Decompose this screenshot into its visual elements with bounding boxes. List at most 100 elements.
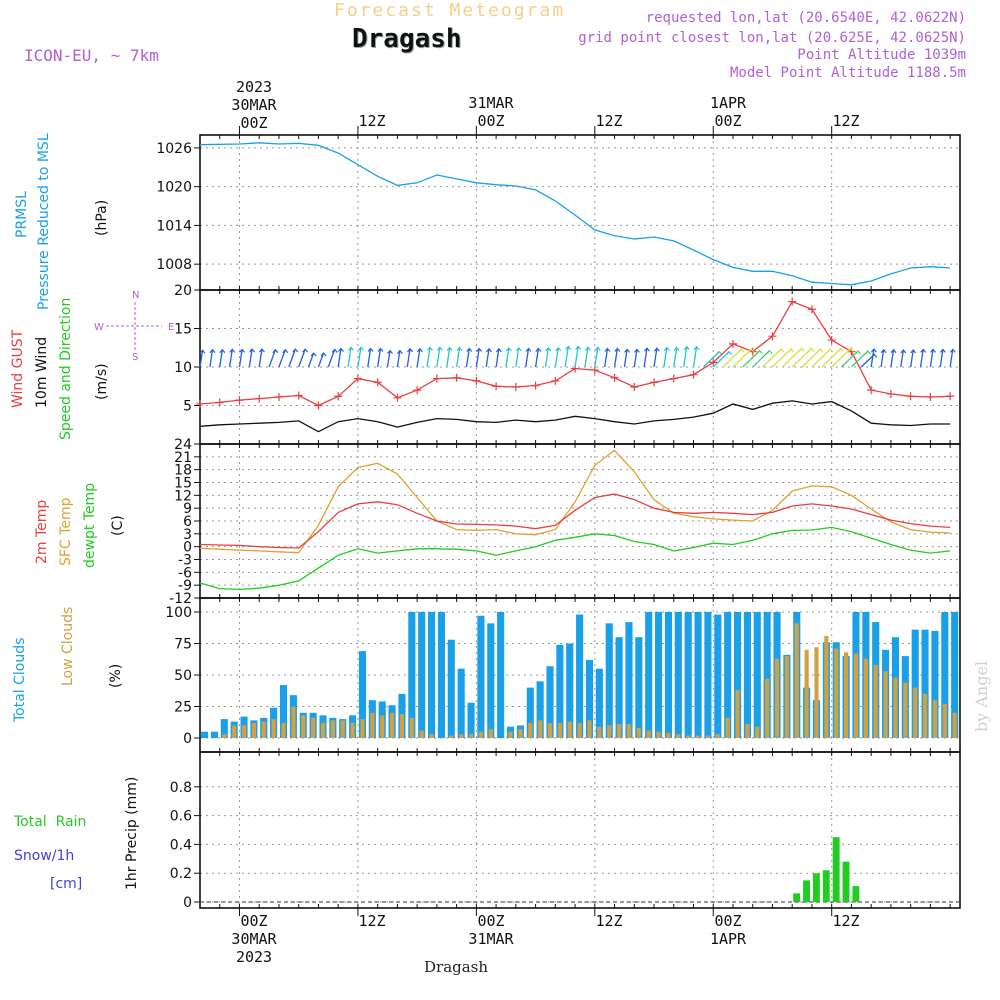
y-tick-label: 21: [174, 450, 192, 466]
y-tick-label: 0.4: [170, 837, 192, 853]
wind-arrow: [663, 347, 668, 368]
wind-arrow: [929, 349, 934, 368]
gust-marker: [235, 396, 244, 405]
y-tick-label: 50: [174, 668, 192, 684]
total-cloud-bar: [279, 685, 288, 738]
rain-bar: [822, 870, 830, 902]
footer-location: Dragash: [424, 958, 489, 976]
wind-arrowhead: [357, 346, 364, 351]
low-cloud-bar: [281, 722, 286, 738]
low-cloud-bar: [735, 690, 740, 738]
gust-marker: [393, 393, 402, 402]
wind-arrowhead: [837, 347, 844, 352]
temp-label-sfc: SFC Temp: [58, 497, 74, 566]
wind-arrowhead: [855, 350, 861, 355]
wind-arrow: [633, 349, 638, 368]
low-cloud-bar: [853, 653, 859, 738]
y-tick-label: 1014: [156, 218, 192, 234]
wind-arrow: [544, 347, 549, 368]
wind-arrow: [219, 349, 223, 368]
y-tick-label: 9: [183, 501, 192, 517]
low-cloud-bar: [626, 724, 632, 738]
pressure-labels: PRMSL Pressure Reduced to MSL (hPa): [14, 133, 110, 310]
wind-arrowhead: [456, 346, 463, 352]
low-cloud-bar: [676, 734, 681, 738]
wind-arrow: [307, 352, 315, 368]
wind-arrowhead: [555, 346, 562, 352]
wind-arrow: [574, 346, 579, 368]
gust-marker: [413, 386, 422, 395]
wind-arrowhead: [748, 348, 755, 353]
low-cloud-bar: [380, 715, 385, 738]
low-cloud-bar: [557, 722, 562, 738]
pressure-label-msl: Pressure Reduced to MSL: [36, 133, 52, 310]
wind-arrowhead: [890, 348, 897, 354]
temp-labels: 2m Temp SFC Temp dewpt Temp (C): [34, 483, 126, 568]
low-cloud-bar: [873, 664, 878, 738]
wind-arrowhead: [427, 346, 433, 351]
low-cloud-bar: [725, 717, 730, 738]
y-tick-label: 5: [183, 399, 192, 415]
low-cloud-bar: [755, 726, 760, 738]
gust-marker: [827, 336, 836, 345]
low-cloud-bar: [656, 731, 661, 738]
wind-label-10m: 10m Wind: [34, 337, 50, 408]
wind-arrow: [673, 347, 678, 368]
temp-label-dewpt: dewpt Temp: [82, 483, 98, 568]
low-cloud-bar: [666, 732, 671, 738]
low-cloud-bar: [360, 719, 365, 738]
wind-arrow: [238, 349, 243, 368]
wind-arrowhead: [446, 346, 453, 352]
wind-arrowhead: [920, 348, 927, 353]
low-cloud-bar: [577, 722, 582, 738]
low-cloud-bar: [508, 731, 513, 738]
low-cloud-bar: [705, 735, 711, 738]
rain-bar: [803, 880, 810, 902]
wind-arrowhead: [614, 347, 621, 352]
wind-arrowhead: [545, 346, 552, 352]
gust-marker: [353, 374, 362, 383]
cloud-label-low: Low Clouds: [60, 607, 76, 686]
model-altitude: Model Point Altitude 1188.5m: [729, 65, 966, 81]
gust-marker: [314, 401, 323, 410]
total-cloud-bar: [605, 623, 613, 738]
wind-arrow: [485, 348, 490, 368]
low-cloud-bar: [390, 712, 395, 738]
low-cloud-bar: [330, 720, 335, 738]
gust-marker: [669, 374, 678, 383]
y-tick-label: 75: [174, 637, 192, 653]
total-cloud-bar: [911, 629, 919, 738]
wind-arrowhead: [199, 349, 206, 354]
rain-bar: [812, 873, 820, 902]
wind-arrowhead: [338, 347, 344, 352]
sfc-temp-line: [199, 449, 951, 554]
total-cloud-bar: [753, 612, 761, 738]
y-tick-label: 18: [174, 463, 192, 479]
wind-arrowhead: [302, 348, 309, 353]
wind-arrow: [278, 349, 286, 368]
wind-arrowhead: [604, 347, 611, 352]
wind-arrowhead: [495, 347, 502, 353]
wind-arrow: [495, 348, 500, 368]
wind-arrow: [584, 347, 589, 368]
total-cloud-bar: [428, 612, 436, 738]
wind-arrowhead: [726, 350, 732, 356]
wind-arrow: [436, 347, 441, 368]
top-time-label: 12Z: [595, 112, 623, 130]
precip-legend-rain: Total Rain: [13, 814, 86, 830]
total-cloud-bar: [733, 612, 742, 738]
wind-arrow: [692, 346, 698, 368]
requested-coords: requested lon,lat (20.6540E, 42.0622N): [645, 10, 966, 26]
low-cloud-bar: [636, 727, 641, 738]
top-time-label: 12Z: [832, 112, 860, 130]
wind-arrow: [554, 347, 559, 368]
wind-arrowhead: [377, 347, 384, 352]
wind-arrowhead: [525, 347, 532, 352]
y-tick-label: 3: [183, 527, 192, 543]
wind-arrowhead: [209, 348, 216, 354]
precip-axis-label: 1hr Precip (mm): [124, 777, 140, 890]
wind-arrow: [919, 349, 924, 368]
gust-marker: [511, 383, 520, 392]
wind-arrowhead: [673, 346, 680, 352]
cloud-label-total: Total Clouds: [12, 638, 28, 723]
